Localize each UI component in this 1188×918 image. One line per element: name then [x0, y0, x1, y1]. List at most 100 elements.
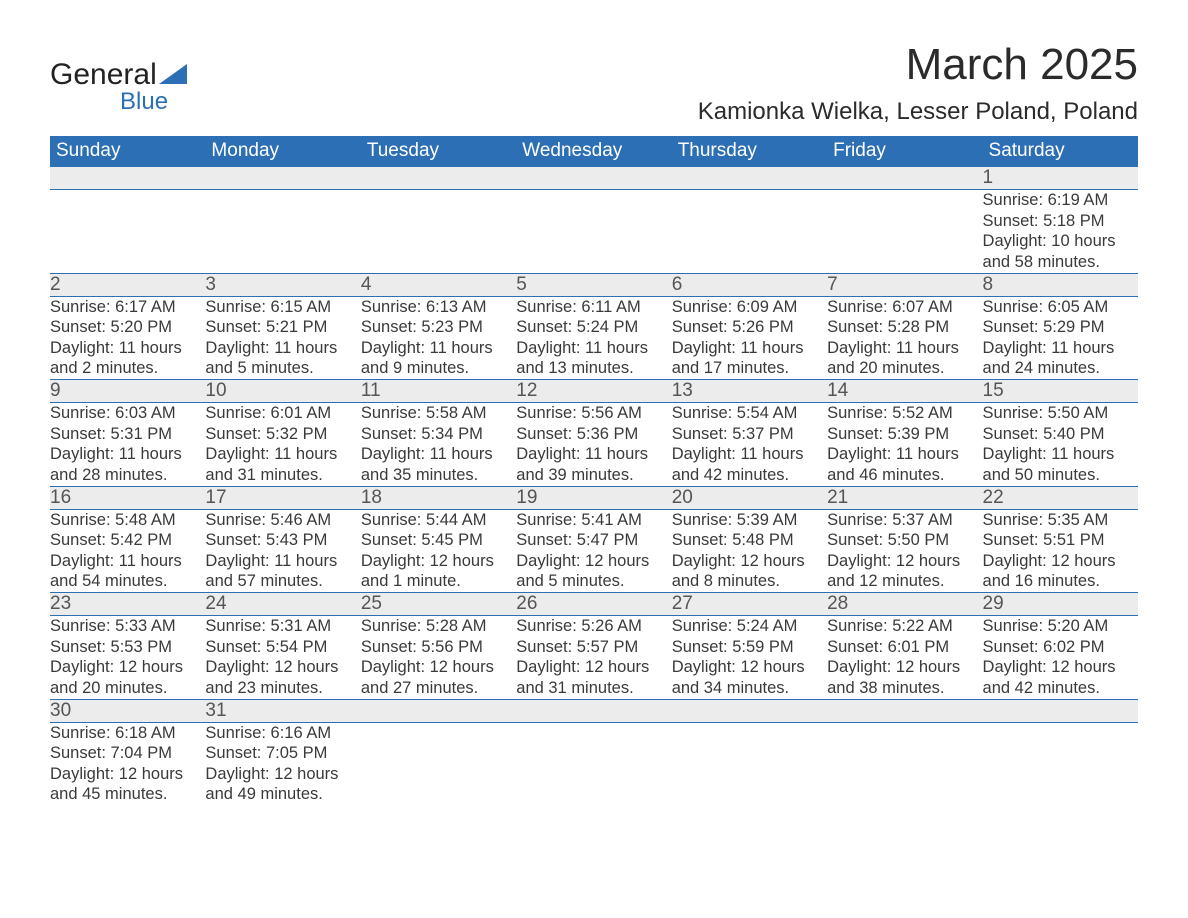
day-number-cell: 10: [205, 380, 360, 403]
week-detail-row: Sunrise: 6:17 AMSunset: 5:20 PMDaylight:…: [50, 296, 1138, 380]
day-number-cell: 9: [50, 380, 205, 403]
calendar-table: Sunday Monday Tuesday Wednesday Thursday…: [50, 136, 1138, 805]
day-number-cell: 11: [361, 380, 516, 403]
day-detail-cell: [516, 722, 671, 805]
day-detail-cell: Sunrise: 5:39 AMSunset: 5:48 PMDaylight:…: [672, 509, 827, 593]
sunset-line: Sunset: 5:53 PM: [50, 637, 205, 658]
day-detail-cell: Sunrise: 5:20 AMSunset: 6:02 PMDaylight:…: [983, 616, 1138, 700]
sunrise-line: Sunrise: 5:26 AM: [516, 616, 671, 637]
sunrise-line: Sunrise: 5:37 AM: [827, 510, 982, 531]
col-thursday: Thursday: [672, 136, 827, 167]
daylight-line: Daylight: 11 hours and 24 minutes.: [983, 338, 1138, 379]
day-detail-cell: Sunrise: 5:52 AMSunset: 5:39 PMDaylight:…: [827, 403, 982, 487]
sunrise-line: Sunrise: 5:39 AM: [672, 510, 827, 531]
sunrise-line: Sunrise: 6:19 AM: [983, 190, 1138, 211]
sunset-line: Sunset: 5:31 PM: [50, 424, 205, 445]
day-number-cell: [50, 167, 205, 190]
sunset-line: Sunset: 5:47 PM: [516, 530, 671, 551]
daylight-line: Daylight: 11 hours and 9 minutes.: [361, 338, 516, 379]
calendar-header-row: Sunday Monday Tuesday Wednesday Thursday…: [50, 136, 1138, 167]
sunset-line: Sunset: 7:05 PM: [205, 743, 360, 764]
daylight-line: Daylight: 12 hours and 34 minutes.: [672, 657, 827, 698]
sunrise-line: Sunrise: 6:03 AM: [50, 403, 205, 424]
day-detail-cell: Sunrise: 5:44 AMSunset: 5:45 PMDaylight:…: [361, 509, 516, 593]
daylight-line: Daylight: 11 hours and 13 minutes.: [516, 338, 671, 379]
sunrise-line: Sunrise: 5:54 AM: [672, 403, 827, 424]
day-number-cell: 17: [205, 486, 360, 509]
day-number-cell: [827, 167, 982, 190]
sunrise-line: Sunrise: 6:15 AM: [205, 297, 360, 318]
sunrise-line: Sunrise: 6:11 AM: [516, 297, 671, 318]
day-detail-cell: Sunrise: 6:17 AMSunset: 5:20 PMDaylight:…: [50, 296, 205, 380]
daylight-line: Daylight: 12 hours and 12 minutes.: [827, 551, 982, 592]
sunrise-line: Sunrise: 5:46 AM: [205, 510, 360, 531]
sunset-line: Sunset: 5:45 PM: [361, 530, 516, 551]
sunset-line: Sunset: 5:43 PM: [205, 530, 360, 551]
daylight-line: Daylight: 12 hours and 5 minutes.: [516, 551, 671, 592]
week-daynum-row: 2345678: [50, 273, 1138, 296]
week-daynum-row: 23242526272829: [50, 593, 1138, 616]
day-number-cell: 22: [983, 486, 1138, 509]
sunrise-line: Sunrise: 5:31 AM: [205, 616, 360, 637]
day-detail-cell: Sunrise: 6:01 AMSunset: 5:32 PMDaylight:…: [205, 403, 360, 487]
day-detail-cell: [983, 722, 1138, 805]
day-detail-cell: Sunrise: 5:22 AMSunset: 6:01 PMDaylight:…: [827, 616, 982, 700]
sunrise-line: Sunrise: 5:58 AM: [361, 403, 516, 424]
sunrise-line: Sunrise: 6:05 AM: [983, 297, 1138, 318]
day-number-cell: 19: [516, 486, 671, 509]
day-number-cell: 21: [827, 486, 982, 509]
day-detail-cell: Sunrise: 5:37 AMSunset: 5:50 PMDaylight:…: [827, 509, 982, 593]
week-daynum-row: 3031: [50, 699, 1138, 722]
day-detail-cell: Sunrise: 5:56 AMSunset: 5:36 PMDaylight:…: [516, 403, 671, 487]
sunset-line: Sunset: 5:40 PM: [983, 424, 1138, 445]
sunrise-line: Sunrise: 5:20 AM: [983, 616, 1138, 637]
day-detail-cell: [361, 722, 516, 805]
daylight-line: Daylight: 11 hours and 46 minutes.: [827, 444, 982, 485]
sunset-line: Sunset: 5:28 PM: [827, 317, 982, 338]
day-number-cell: 30: [50, 699, 205, 722]
day-number-cell: 14: [827, 380, 982, 403]
week-detail-row: Sunrise: 5:33 AMSunset: 5:53 PMDaylight:…: [50, 616, 1138, 700]
day-detail-cell: Sunrise: 6:13 AMSunset: 5:23 PMDaylight:…: [361, 296, 516, 380]
daylight-line: Daylight: 12 hours and 23 minutes.: [205, 657, 360, 698]
day-number-cell: 25: [361, 593, 516, 616]
day-detail-cell: [361, 190, 516, 274]
daylight-line: Daylight: 12 hours and 20 minutes.: [50, 657, 205, 698]
daylight-line: Daylight: 12 hours and 38 minutes.: [827, 657, 982, 698]
sunrise-line: Sunrise: 6:07 AM: [827, 297, 982, 318]
day-detail-cell: [672, 190, 827, 274]
daylight-line: Daylight: 11 hours and 31 minutes.: [205, 444, 360, 485]
day-detail-cell: Sunrise: 6:07 AMSunset: 5:28 PMDaylight:…: [827, 296, 982, 380]
calendar-page: General Blue March 2025 Kamionka Wielka,…: [0, 0, 1188, 845]
day-number-cell: [516, 699, 671, 722]
day-number-cell: 8: [983, 273, 1138, 296]
day-detail-cell: Sunrise: 6:09 AMSunset: 5:26 PMDaylight:…: [672, 296, 827, 380]
sunset-line: Sunset: 5:29 PM: [983, 317, 1138, 338]
daylight-line: Daylight: 12 hours and 45 minutes.: [50, 764, 205, 805]
page-title: March 2025: [698, 40, 1138, 90]
day-number-cell: 12: [516, 380, 671, 403]
sunrise-line: Sunrise: 5:41 AM: [516, 510, 671, 531]
day-detail-cell: Sunrise: 5:41 AMSunset: 5:47 PMDaylight:…: [516, 509, 671, 593]
sunset-line: Sunset: 5:57 PM: [516, 637, 671, 658]
sunset-line: Sunset: 5:54 PM: [205, 637, 360, 658]
sunrise-line: Sunrise: 5:22 AM: [827, 616, 982, 637]
logo-text-bottom: Blue: [120, 88, 187, 116]
day-detail-cell: [50, 190, 205, 274]
sunrise-line: Sunrise: 6:13 AM: [361, 297, 516, 318]
daylight-line: Daylight: 11 hours and 20 minutes.: [827, 338, 982, 379]
sunset-line: Sunset: 5:48 PM: [672, 530, 827, 551]
day-number-cell: 31: [205, 699, 360, 722]
sunset-line: Sunset: 5:51 PM: [983, 530, 1138, 551]
daylight-line: Daylight: 11 hours and 57 minutes.: [205, 551, 360, 592]
col-sunday: Sunday: [50, 136, 205, 167]
sunset-line: Sunset: 5:59 PM: [672, 637, 827, 658]
sunset-line: Sunset: 6:01 PM: [827, 637, 982, 658]
week-daynum-row: 16171819202122: [50, 486, 1138, 509]
day-detail-cell: Sunrise: 6:16 AMSunset: 7:05 PMDaylight:…: [205, 722, 360, 805]
daylight-line: Daylight: 11 hours and 2 minutes.: [50, 338, 205, 379]
title-block: March 2025 Kamionka Wielka, Lesser Polan…: [698, 40, 1138, 126]
day-number-cell: 2: [50, 273, 205, 296]
sunrise-line: Sunrise: 5:50 AM: [983, 403, 1138, 424]
sunrise-line: Sunrise: 5:56 AM: [516, 403, 671, 424]
